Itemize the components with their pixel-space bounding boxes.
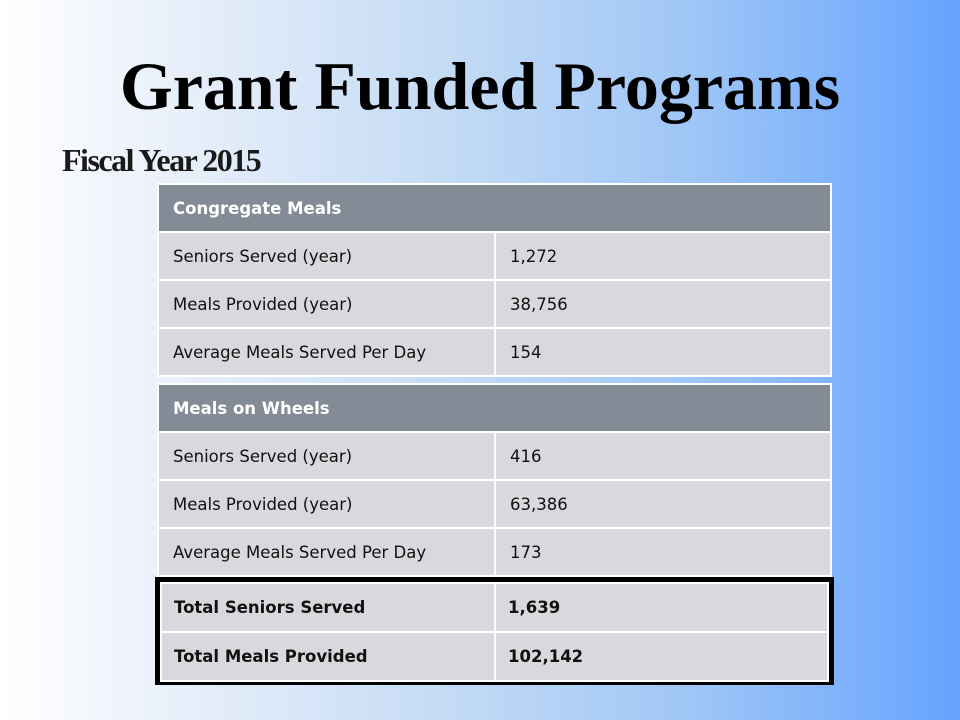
table-header-row: Meals on Wheels — [157, 383, 832, 433]
total-value: 102,142 — [494, 631, 829, 682]
row-value: 38,756 — [494, 279, 832, 329]
table-row: Total Meals Provided 102,142 — [160, 631, 829, 682]
row-label: Seniors Served (year) — [156, 431, 497, 481]
table-row: Average Meals Served Per Day 173 — [156, 527, 832, 577]
total-label: Total Meals Provided — [160, 631, 496, 682]
slide-title: Grant Funded Programs — [119, 48, 841, 124]
meals-on-wheels-header: Meals on Wheels — [157, 383, 832, 433]
table-row: Total Seniors Served 1,639 — [160, 582, 829, 633]
row-label: Meals Provided (year) — [156, 479, 497, 529]
row-label: Seniors Served (year) — [156, 231, 497, 281]
row-label: Average Meals Served Per Day — [156, 527, 497, 577]
row-value: 1,272 — [494, 231, 832, 281]
row-value: 154 — [494, 327, 832, 377]
totals-table: Total Seniors Served 1,639 Total Meals P… — [160, 582, 829, 682]
row-value: 173 — [494, 527, 832, 577]
table-row: Meals Provided (year) 38,756 — [156, 279, 832, 329]
total-label: Total Seniors Served — [160, 582, 496, 633]
slide-subtitle: Fiscal Year 2015 — [62, 142, 262, 178]
row-value: 416 — [494, 431, 832, 481]
table-row: Seniors Served (year) 416 — [156, 431, 832, 481]
congregate-meals-table: Congregate Meals Seniors Served (year) 1… — [156, 183, 832, 377]
meals-on-wheels-table: Meals on Wheels Seniors Served (year) 41… — [156, 383, 832, 577]
table-row: Meals Provided (year) 63,386 — [156, 479, 832, 529]
table-row: Average Meals Served Per Day 154 — [156, 327, 832, 377]
table-row: Seniors Served (year) 1,272 — [156, 231, 832, 281]
table-header-row: Congregate Meals — [157, 183, 832, 233]
total-value: 1,639 — [494, 582, 829, 633]
congregate-meals-header: Congregate Meals — [157, 183, 832, 233]
row-value: 63,386 — [494, 479, 832, 529]
row-label: Average Meals Served Per Day — [156, 327, 497, 377]
totals-box: Total Seniors Served 1,639 Total Meals P… — [155, 577, 834, 685]
row-label: Meals Provided (year) — [156, 279, 497, 329]
